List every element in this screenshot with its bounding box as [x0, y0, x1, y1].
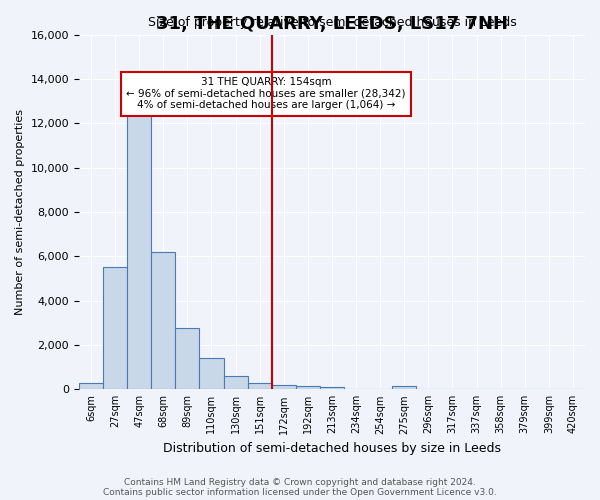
Bar	[175, 328, 199, 390]
Bar	[103, 268, 127, 390]
Bar	[392, 386, 416, 390]
X-axis label: Distribution of semi-detached houses by size in Leeds: Distribution of semi-detached houses by …	[163, 442, 501, 455]
Bar	[224, 376, 248, 390]
Text: Size of property relative to semi-detached houses in Leeds: Size of property relative to semi-detach…	[148, 16, 517, 29]
Bar	[272, 386, 296, 390]
Bar	[296, 386, 320, 390]
Text: 31 THE QUARRY: 154sqm
← 96% of semi-detached houses are smaller (28,342)
4% of s: 31 THE QUARRY: 154sqm ← 96% of semi-deta…	[127, 77, 406, 110]
Bar	[248, 383, 272, 390]
Text: Contains HM Land Registry data © Crown copyright and database right 2024.
Contai: Contains HM Land Registry data © Crown c…	[103, 478, 497, 497]
Y-axis label: Number of semi-detached properties: Number of semi-detached properties	[15, 109, 25, 315]
Bar	[151, 252, 175, 390]
Title: 31, THE QUARRY, LEEDS, LS17 7NH: 31, THE QUARRY, LEEDS, LS17 7NH	[156, 15, 508, 33]
Bar	[127, 114, 151, 390]
Bar	[79, 382, 103, 390]
Bar	[320, 387, 344, 390]
Bar	[199, 358, 224, 390]
